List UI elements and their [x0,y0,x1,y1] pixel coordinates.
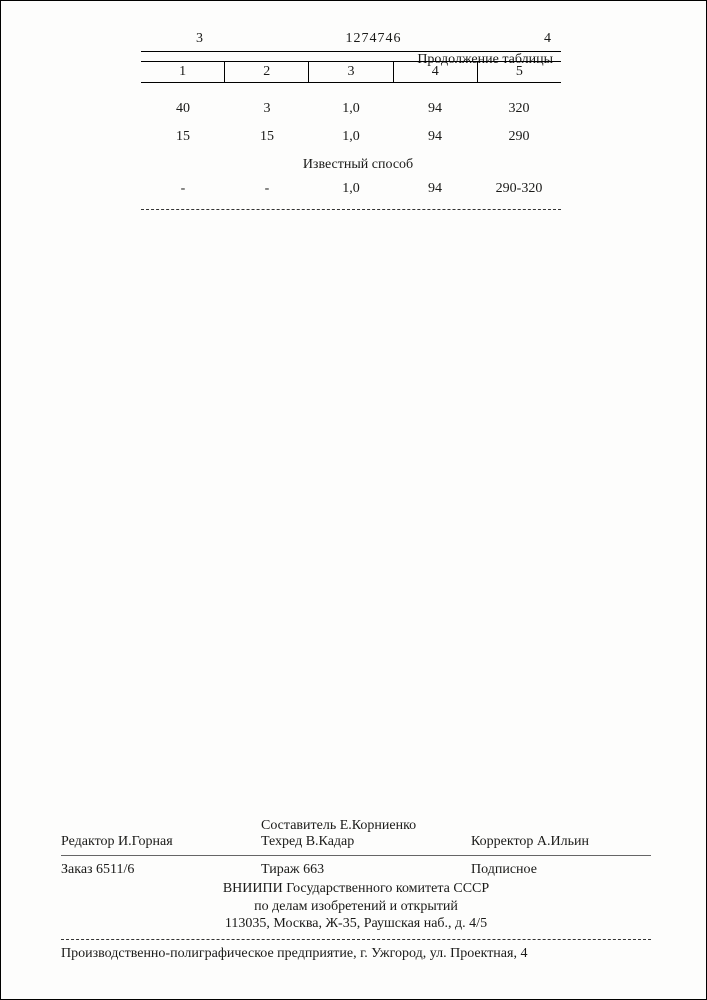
table-cell: 1,0 [309,181,393,197]
table-cell: 15 [225,129,309,145]
column-header: 1 [141,62,225,82]
organization-address: ВНИИПИ Государственного комитета СССР по… [61,880,651,933]
page-number-right: 4 [544,31,551,47]
table-cell: - [141,181,225,197]
table-cell: 3 [225,101,309,117]
column-header: 3 [309,62,393,82]
table-header-row: 1 2 3 4 5 [141,62,561,82]
section-title: Известный способ [155,157,561,173]
table-row: 40 3 1,0 94 320 [141,101,561,117]
org-line: по делам изобретений и открытий [61,898,651,916]
editor: Редактор И.Горная [61,834,261,850]
order-number: Заказ 6511/6 [61,862,261,878]
table-cell: 15 [141,129,225,145]
page-number-left: 3 [196,31,203,47]
table-cell: 94 [393,101,477,117]
document-number: 1274746 [346,31,402,47]
table-row: - - 1,0 94 290-320 [141,181,561,197]
table-cell: 1,0 [309,101,393,117]
data-table: 1 2 3 4 5 40 3 1,0 94 320 15 15 1,0 94 2… [141,61,561,210]
org-line: 113035, Москва, Ж-35, Раушская наб., д. … [61,915,651,933]
table-cell: 40 [141,101,225,117]
table-row: 15 15 1,0 94 290 [141,129,561,145]
column-header: 5 [478,62,561,82]
print-enterprise: Производственно-полиграфическое предприя… [61,946,651,962]
table-cell: 1,0 [309,129,393,145]
table-cell: 290-320 [477,181,561,197]
table-cell: 94 [393,129,477,145]
column-header: 4 [394,62,478,82]
table-cell: 320 [477,101,561,117]
org-line: ВНИИПИ Государственного комитета СССР [61,880,651,898]
table-cell: - [225,181,309,197]
credits-block: Редактор И.Горная Составитель Е.Корниенк… [61,818,651,962]
tirazh: Тираж 663 [261,862,471,878]
table-cell: 290 [477,129,561,145]
subscription: Подписное [471,862,651,878]
table-cell: 94 [393,181,477,197]
corrector: Корректор А.Ильин [471,834,651,850]
column-header: 2 [225,62,309,82]
compiler: Составитель Е.Корниенко [261,818,471,834]
tech-editor: Техред В.Кадар [261,834,471,850]
